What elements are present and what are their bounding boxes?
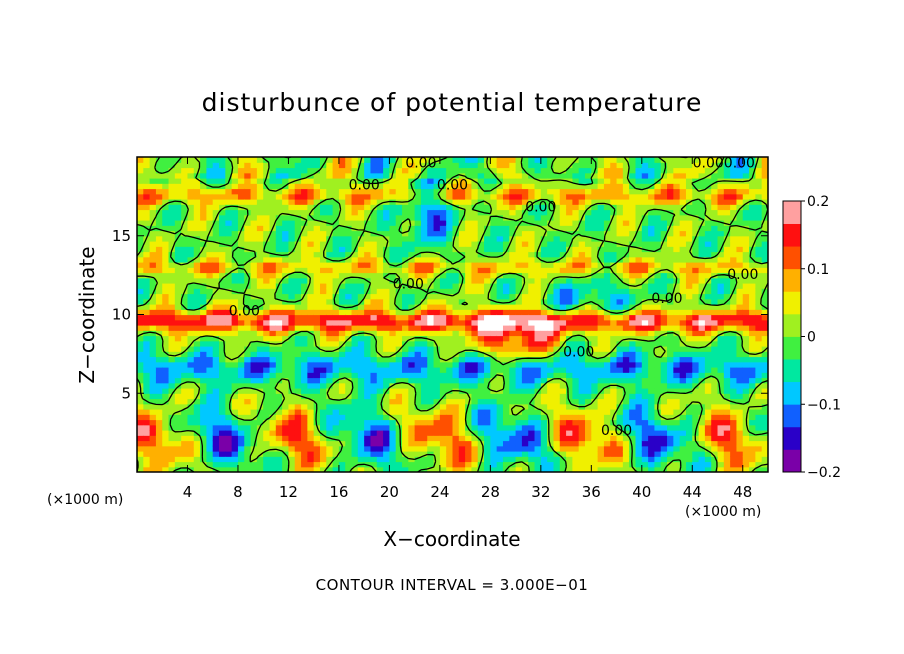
x-tick-label: 12 (279, 483, 298, 501)
y-tick-label: 10 (112, 306, 131, 324)
y-axis-label: Z−coordinate (75, 246, 99, 383)
colorbar-swatch (783, 426, 801, 450)
x-tick-label: 28 (481, 483, 500, 501)
y-axis-ticks: 5 10 15 (112, 227, 768, 402)
x-tick-label: 32 (531, 483, 550, 501)
x-tick-label: 20 (380, 483, 399, 501)
temperature-field (137, 157, 768, 472)
colorbar-swatch (783, 449, 801, 473)
colorbar-swatch (783, 381, 801, 405)
contour-label: 0.00 (727, 267, 758, 283)
colorbar-swatch (783, 246, 801, 270)
x-tick-label: 44 (683, 483, 702, 501)
x-tick-label: 40 (632, 483, 651, 501)
colorbar-tick-label: −0.1 (807, 397, 841, 413)
colorbar-swatch (783, 291, 801, 315)
x-tick-label: 4 (183, 483, 193, 501)
contour-label: 0.00 (563, 344, 594, 360)
contour-label: 0.00 (393, 277, 424, 293)
contour-label: 0.00 (349, 177, 380, 193)
x-axis-ticks: 4 8 12 16 20 24 28 32 36 40 44 48 (183, 157, 752, 501)
colorbar-tick-label: 0 (807, 330, 816, 346)
colorbar-swatch (783, 268, 801, 292)
contour-label: 0.00 (229, 303, 260, 319)
colorbar-swatch (783, 313, 801, 337)
y-tick-label: 5 (121, 384, 131, 402)
contour-label: 0.00 (525, 199, 556, 215)
x-origin-unit-label: (×1000 m) (47, 492, 123, 508)
x-tick-label: 48 (733, 483, 752, 501)
colorbar-swatch (783, 404, 801, 428)
colorbar-ticks: 0.2 0.1 0 −0.1 −0.2 (801, 194, 841, 481)
chart-title: disturbunce of potential temperature (201, 88, 703, 117)
contour-interval-note: CONTOUR INTERVAL = 3.000E−01 (315, 576, 589, 594)
colorbar-swatch (783, 359, 801, 383)
contour-label: 0.000.00 (693, 155, 755, 171)
x-axis-unit-label: (×1000 m) (685, 504, 761, 520)
colorbar-swatch (783, 336, 801, 360)
x-tick-label: 16 (329, 483, 348, 501)
colorbar-tick-label: 0.1 (807, 262, 829, 278)
contour-label: 0.00 (601, 423, 632, 439)
colorbar (783, 201, 801, 473)
x-tick-label: 24 (430, 483, 449, 501)
contour-label: 0.00 (651, 291, 682, 307)
contour-label: 0.00 (437, 177, 468, 193)
colorbar-tick-label: −0.2 (807, 465, 841, 481)
contour-label: 0.00 (405, 155, 436, 171)
x-tick-label: 36 (582, 483, 601, 501)
x-tick-label: 8 (233, 483, 243, 501)
contour-labels: 0.00 0.000.000.00 0.000.000.000.000.000.00… (229, 155, 759, 439)
colorbar-swatch (783, 201, 801, 224)
x-axis-label: X−coordinate (383, 527, 520, 551)
colorbar-tick-label: 0.2 (807, 194, 829, 210)
colorbar-swatch (783, 223, 801, 247)
y-tick-label: 15 (112, 227, 131, 245)
